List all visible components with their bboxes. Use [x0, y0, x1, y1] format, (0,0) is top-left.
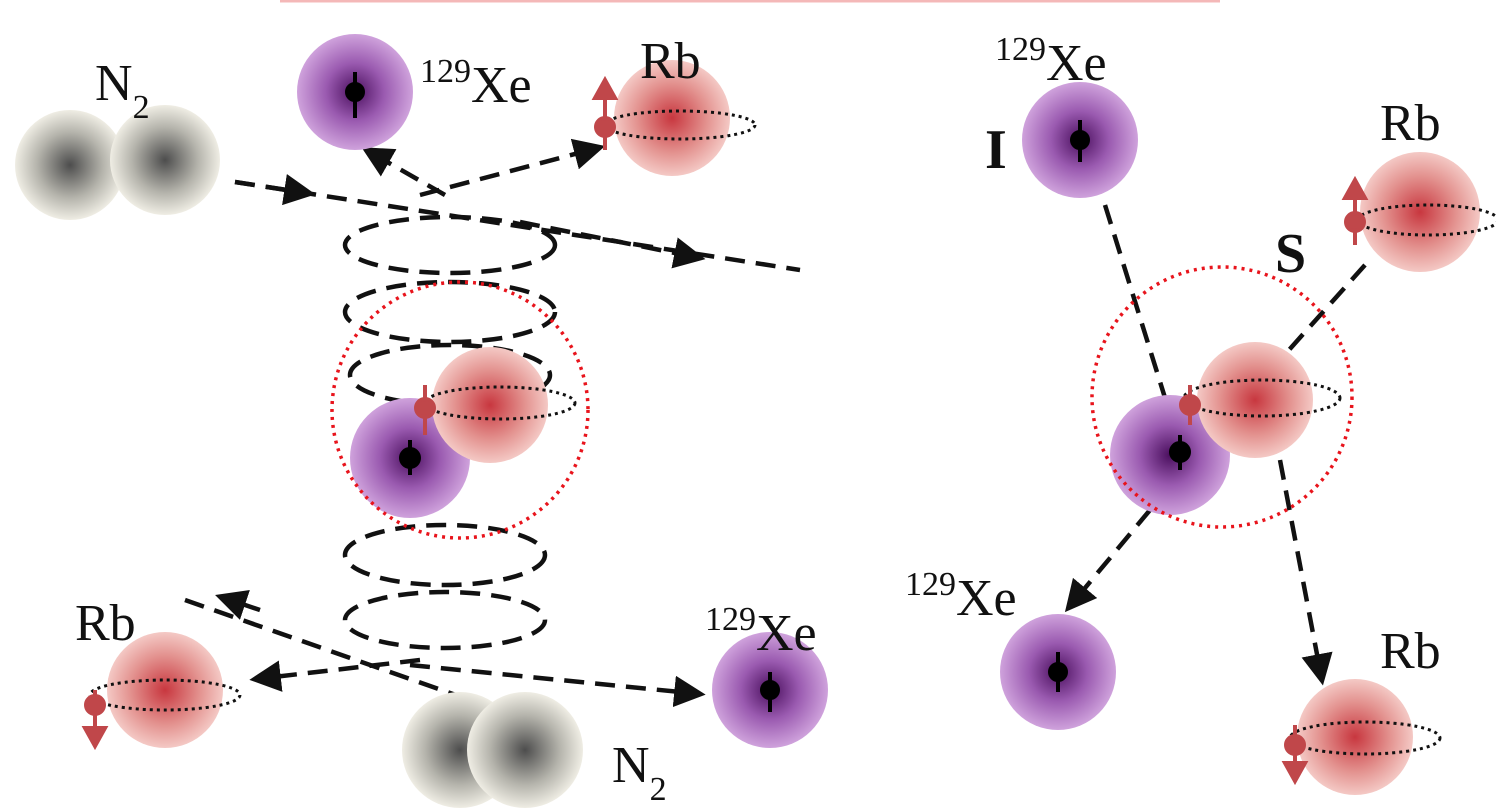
label-main: Xe: [956, 570, 1017, 627]
labels: N2 129Xe Rb Rb 129Xe N2 129Xe I Rb S 129…: [75, 31, 1441, 808]
label: 129Xe: [905, 566, 1017, 627]
label: N2: [95, 55, 150, 126]
spins: [81, 72, 1369, 786]
label: 129Xe: [420, 53, 532, 114]
label-sup: 129: [420, 53, 471, 90]
label: Rb: [75, 595, 136, 652]
label: S: [1275, 223, 1306, 285]
label-sup: 129: [905, 566, 956, 603]
interaction-zone: [330, 280, 590, 540]
label: I: [985, 119, 1007, 181]
label-sup: 129: [995, 31, 1046, 68]
label-main: N: [612, 737, 650, 794]
label: Rb: [1380, 623, 1441, 680]
label: Rb: [640, 33, 701, 90]
label-main: Xe: [756, 605, 817, 662]
label-sub: 2: [650, 771, 667, 808]
interaction-zone: [1090, 265, 1354, 529]
label-sub: 2: [133, 89, 150, 126]
label: 129Xe: [705, 601, 817, 662]
label-main: N: [95, 55, 133, 112]
label: 129Xe: [995, 31, 1107, 92]
atoms: [15, 34, 1496, 808]
label-main: Xe: [471, 57, 532, 114]
label-main: Xe: [1046, 35, 1107, 92]
label: Rb: [1380, 95, 1441, 152]
label-sup: 129: [705, 601, 756, 638]
label: N2: [612, 737, 667, 808]
